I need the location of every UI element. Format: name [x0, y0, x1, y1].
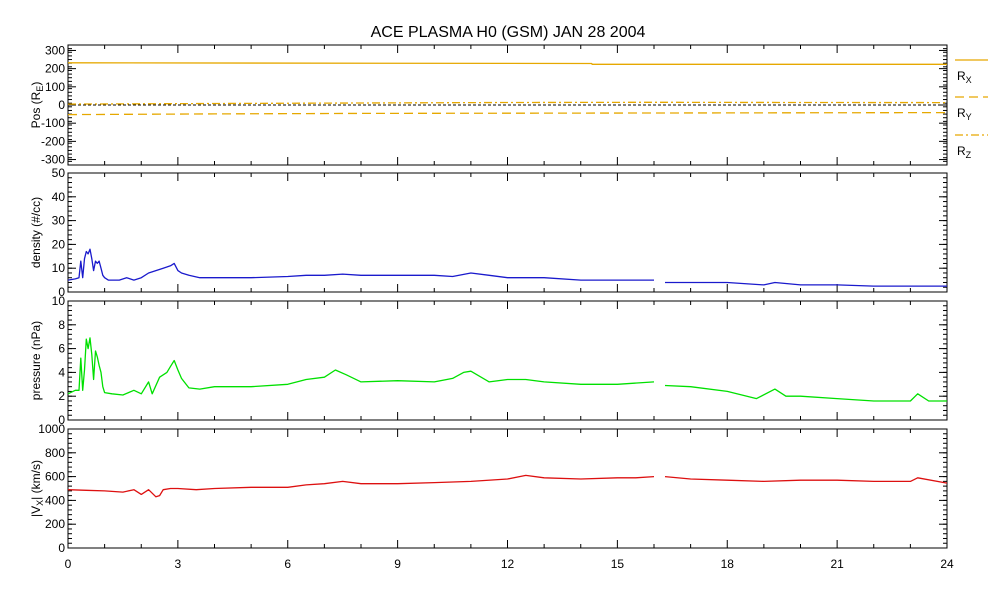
ytick-label-density-4: 40 [52, 190, 66, 204]
ytick-label-vx-5: 1000 [38, 422, 65, 436]
legend-label-main-0: R [957, 69, 966, 83]
legend-label-main-1: R [957, 106, 966, 120]
legend-label-1: RY [957, 106, 972, 122]
xtick-label-4: 12 [501, 557, 515, 571]
ylabel-vx: |VX| (km/s) [29, 460, 45, 517]
ytick-label-pressure-1: 2 [58, 389, 65, 403]
ylabel-pos: Pos (RE) [29, 82, 45, 129]
panel-frame-pressure [67, 300, 948, 421]
series-pos-0 [67, 62, 947, 65]
ylabel-end-pos: ) [29, 82, 43, 86]
xtick-label-3: 9 [394, 557, 401, 571]
ylabel-sub-pos: E [35, 86, 45, 92]
ylabel-sub-vx: X [35, 500, 45, 506]
series-pos-2 [67, 101, 948, 105]
ytick-label-pos-3: 0 [58, 98, 65, 112]
ytick-label-pos-5: 200 [45, 62, 65, 76]
ytick-label-pos-0: -300 [41, 153, 65, 167]
chart-title: ACE PLASMA H0 (GSM) JAN 28 2004 [371, 24, 646, 41]
ytick-label-vx-4: 800 [45, 446, 65, 460]
ytick-label-pressure-2: 4 [58, 365, 65, 379]
series-pos-1 [67, 111, 948, 116]
legend-label-sub-1: Y [966, 112, 972, 122]
ytick-label-pressure-4: 8 [58, 318, 65, 332]
xtick-label-8: 24 [940, 557, 954, 571]
series-density-0 [67, 248, 947, 287]
xtick-label-2: 6 [284, 557, 291, 571]
ytick-label-density-2: 20 [52, 237, 66, 251]
panel-pressure: 0 2 4 6 8 10 pressure (nPa) [29, 294, 948, 427]
panel-density: 0 10 20 30 40 50 density (#/cc) [29, 166, 948, 299]
legend-label-main-2: R [957, 144, 966, 158]
ytick-label-pos-2: -100 [41, 116, 65, 130]
xtick-label-0: 0 [65, 557, 72, 571]
xtick-label-6: 18 [721, 557, 735, 571]
ytick-label-pos-1: -200 [41, 134, 65, 148]
panel-vx: 0 200 400 600 800 1000 |VX| (km/s) [29, 422, 948, 555]
ytick-label-density-3: 30 [52, 214, 66, 228]
ylabel-density: density (#/cc) [29, 197, 43, 268]
legend-label-sub-0: X [966, 75, 972, 85]
legend-label-sub-2: Z [966, 150, 972, 160]
ytick-label-density-5: 50 [52, 166, 66, 180]
ytick-label-pos-4: 100 [45, 80, 65, 94]
ylabel-main-pos: Pos (R [29, 91, 43, 128]
panel-frame-density [67, 172, 948, 293]
xtick-label-1: 3 [175, 557, 182, 571]
panel-pos: -300 -200 -100 0 100 200 300 Pos (RE) [29, 43, 948, 167]
ytick-label-vx-0: 0 [58, 541, 65, 555]
panel-frame-vx [67, 428, 948, 549]
ylabel-main-vx: |V [29, 506, 43, 517]
ytick-label-vx-3: 600 [45, 470, 65, 484]
legend-label-0: RX [957, 69, 972, 85]
legend-label-2: RZ [957, 144, 972, 160]
ylabel-end-vx: | (km/s) [29, 460, 43, 500]
ytick-label-pressure-3: 6 [58, 342, 65, 356]
series-pressure-0 [67, 337, 947, 402]
ytick-label-vx-1: 200 [45, 517, 65, 531]
ytick-label-pressure-5: 10 [52, 294, 66, 308]
x-axis: 0 3 6 9 12 15 18 21 24 [65, 557, 954, 571]
xtick-label-7: 21 [830, 557, 844, 571]
ytick-label-density-0: 0 [58, 285, 65, 299]
ytick-label-vx-2: 400 [45, 493, 65, 507]
series-vx-0 [67, 474, 948, 498]
xtick-label-5: 15 [611, 557, 625, 571]
ylabel-pressure: pressure (nPa) [29, 321, 43, 400]
ytick-label-pos-6: 300 [45, 43, 65, 57]
ytick-label-pressure-0: 0 [58, 413, 65, 427]
ytick-label-density-1: 10 [52, 261, 66, 275]
